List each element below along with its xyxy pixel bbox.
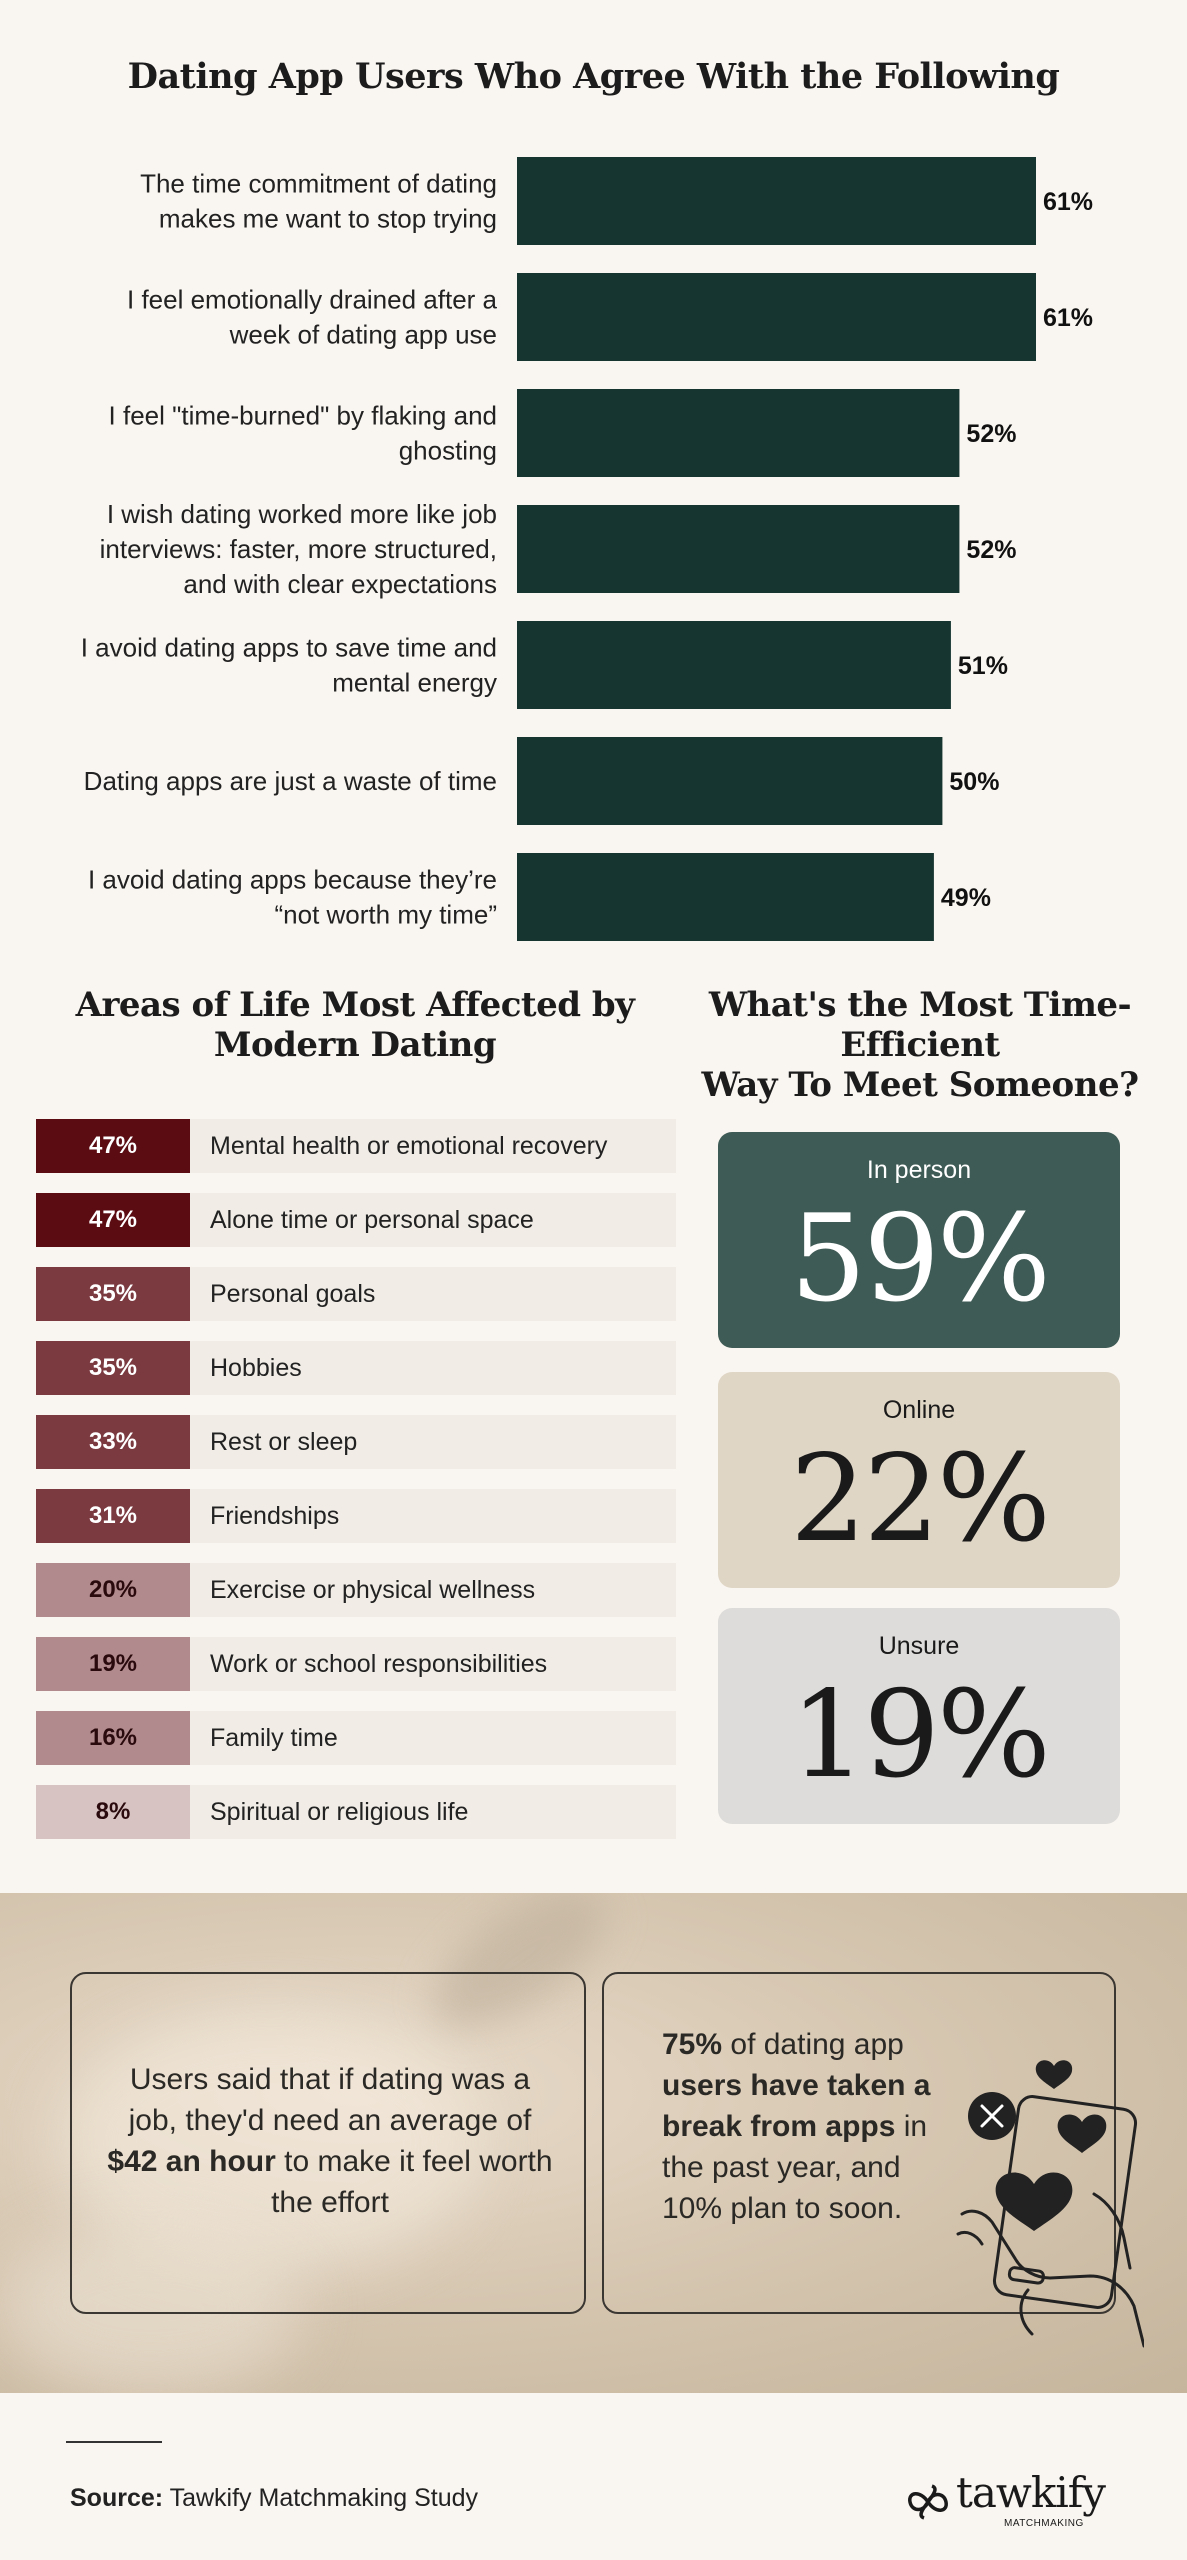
agreement-category-label: I feel "time-burned" by flaking and (109, 401, 497, 431)
hourly-rate-text: Users said that if dating was a job, the… (102, 2059, 558, 2223)
agreement-value-label: 61% (1043, 188, 1093, 216)
efficiency-box: Unsure 19% (718, 1608, 1120, 1824)
source-citation: Source: Tawkify Matchmaking Study (70, 2484, 478, 2513)
agreement-value-label: 61% (1043, 304, 1093, 332)
agreement-category-label: I avoid dating apps because they’re (88, 865, 497, 895)
agreement-category-label: I avoid dating apps to save time and (81, 633, 497, 663)
agreement-category-label: and with clear expectations (183, 569, 497, 599)
agreement-category-label: ghosting (399, 436, 497, 466)
app-break-percent: 75% (662, 2028, 723, 2061)
areas-section-title: Areas of Life Most Affected by Modern Da… (30, 985, 680, 1065)
source-text: Tawkify Matchmaking Study (163, 2484, 479, 2512)
app-break-bold: users have taken a break from apps (662, 2069, 931, 2143)
agreement-value-label: 51% (958, 652, 1008, 680)
efficiency-label: Unsure (878, 1632, 960, 1660)
efficiency-title-line1: What's the Most Time-Efficient (708, 985, 1132, 1065)
area-percent: 19% (36, 1637, 190, 1691)
area-label: Friendships (190, 1489, 676, 1543)
agreement-category-label: makes me want to stop trying (159, 204, 497, 234)
area-row: 20% Exercise or physical wellness (36, 1563, 676, 1617)
agreement-category-label: week of dating app use (229, 320, 497, 350)
efficiency-label: In person (866, 1156, 972, 1184)
agreement-bar (517, 621, 951, 709)
area-label: Alone time or personal space (190, 1193, 676, 1247)
agreement-category-label: mental energy (332, 668, 497, 698)
efficiency-value: 59% (790, 1190, 1051, 1329)
background-light-blur (0, 2223, 300, 2393)
area-label: Hobbies (190, 1341, 676, 1395)
photo-band: Users said that if dating was a job, the… (0, 1893, 1187, 2393)
areas-title-line2: Modern Dating (213, 1025, 497, 1065)
efficiency-value: 22% (790, 1430, 1051, 1569)
area-percent: 20% (36, 1563, 190, 1617)
area-row: 8% Spiritual or religious life (36, 1785, 676, 1839)
area-label: Work or school responsibilities (190, 1637, 676, 1691)
hourly-rate-pre: Users said that if dating was a job, the… (128, 2063, 532, 2137)
area-label: Personal goals (190, 1267, 676, 1321)
area-percent: 16% (36, 1711, 190, 1765)
logo-wordmark: tawkify (956, 2468, 1106, 2517)
tawkify-logo: tawkify MATCHMAKING (906, 2468, 1136, 2532)
areas-title-line1: Areas of Life Most Affected by (75, 985, 635, 1025)
area-percent: 35% (36, 1267, 190, 1321)
area-label: Family time (190, 1711, 676, 1765)
efficiency-box: In person 59% (718, 1132, 1120, 1348)
area-percent: 8% (36, 1785, 190, 1839)
app-break-text: 75% of dating app users have taken a bre… (662, 2024, 942, 2229)
agreement-value-label: 52% (966, 420, 1016, 448)
area-row: 19% Work or school responsibilities (36, 1637, 676, 1691)
phone-with-hearts-icon (956, 2060, 1144, 2348)
tawkify-logo-mark-icon (908, 2484, 948, 2520)
area-row: 35% Personal goals (36, 1267, 676, 1321)
agreement-bar (517, 389, 960, 477)
efficiency-value: 19% (790, 1666, 1051, 1805)
area-label: Mental health or emotional recovery (190, 1119, 676, 1173)
area-label: Spiritual or religious life (190, 1785, 676, 1839)
area-row: 47% Alone time or personal space (36, 1193, 676, 1247)
app-break-text2: in the past year, and 10% plan to soon. (662, 2110, 928, 2225)
agreement-category-label: Dating apps are just a waste of time (84, 766, 497, 796)
agreement-value-label: 49% (941, 884, 991, 912)
chart-title: Dating App Users Who Agree With the Foll… (127, 56, 1060, 97)
app-break-text1: of dating app (722, 2028, 904, 2061)
efficiency-section-title: What's the Most Time-Efficient Way To Me… (665, 985, 1175, 1105)
hourly-rate-callout: Users said that if dating was a job, the… (70, 1972, 586, 2314)
agreement-category-label: interviews: faster, more structured, (100, 534, 497, 564)
agreement-bar (517, 273, 1036, 361)
source-label: Source: (70, 2484, 164, 2512)
area-percent: 47% (36, 1119, 190, 1173)
agreement-category-label: I wish dating worked more like job (107, 499, 497, 529)
agreement-category-label: The time commitment of dating (140, 169, 497, 199)
app-break-callout: 75% of dating app users have taken a bre… (602, 1972, 1144, 2348)
hourly-rate-amount: $42 an hour (107, 2145, 276, 2178)
area-row: 35% Hobbies (36, 1341, 676, 1395)
area-label: Exercise or physical wellness (190, 1563, 676, 1617)
agreement-category-label: I feel emotionally drained after a (127, 285, 498, 315)
agreement-bar (517, 157, 1036, 245)
agreement-bar (517, 853, 934, 941)
area-row: 31% Friendships (36, 1489, 676, 1543)
efficiency-title-line2: Way To Meet Someone? (701, 1065, 1140, 1105)
area-percent: 31% (36, 1489, 190, 1543)
area-percent: 33% (36, 1415, 190, 1469)
agreement-value-label: 50% (949, 768, 999, 796)
area-label: Rest or sleep (190, 1415, 676, 1469)
area-row: 47% Mental health or emotional recovery (36, 1119, 676, 1173)
area-percent: 35% (36, 1341, 190, 1395)
efficiency-box: Online 22% (718, 1372, 1120, 1588)
logo-subtitle: MATCHMAKING (1004, 2518, 1084, 2529)
footer-divider (66, 2441, 162, 2443)
efficiency-label: Online (882, 1396, 956, 1424)
area-row: 33% Rest or sleep (36, 1415, 676, 1469)
agreement-bar (517, 737, 943, 825)
hourly-rate-post: to make it feel worth the effort (271, 2145, 553, 2219)
area-percent: 47% (36, 1193, 190, 1247)
agreement-value-label: 52% (966, 536, 1016, 564)
area-row: 16% Family time (36, 1711, 676, 1765)
agreement-bar-chart: 61% The time commitment of dating makes me… (81, 157, 1093, 941)
agreement-category-label: “not worth my time” (275, 900, 498, 930)
agreement-bar (517, 505, 960, 593)
